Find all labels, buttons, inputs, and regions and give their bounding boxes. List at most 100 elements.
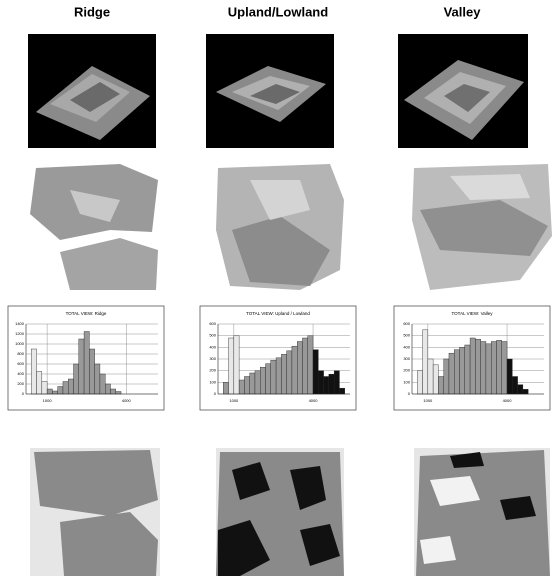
y-tick-label: 200 [209, 368, 216, 373]
x-tick-label: 4000 [122, 398, 132, 403]
y-tick-label: 200 [17, 381, 24, 386]
bar [100, 374, 105, 394]
classified-map [216, 448, 344, 576]
y-tick-label: 400 [403, 344, 410, 349]
y-tick-label: 1000 [15, 341, 25, 346]
y-tick-label: 600 [17, 361, 24, 366]
bar [454, 350, 459, 394]
bar [31, 349, 36, 394]
terrain-3d [206, 34, 334, 148]
y-tick-label: 1200 [15, 331, 25, 336]
bar [47, 389, 52, 394]
y-tick-label: 300 [403, 356, 410, 361]
x-tick-label: 1000 [423, 398, 433, 403]
bar [84, 332, 89, 395]
bar [475, 339, 480, 394]
y-tick-label: 600 [209, 321, 216, 326]
bar [438, 377, 443, 395]
x-tick-label: 4000 [503, 398, 513, 403]
column-heading: Valley [444, 4, 482, 19]
bar [512, 377, 517, 395]
bar [297, 342, 302, 395]
bar [308, 336, 313, 394]
histogram: TOTAL VIEW: Upland / Lowland010020030040… [200, 306, 356, 410]
bar [491, 342, 496, 395]
bar [105, 384, 110, 394]
y-tick-label: 500 [403, 333, 410, 338]
terrain-3d [398, 34, 528, 148]
bar [502, 342, 507, 395]
bar [266, 364, 271, 394]
x-tick-label: 1000 [43, 398, 53, 403]
terrain-3d [28, 34, 156, 148]
bar [95, 364, 100, 394]
bar [460, 347, 465, 394]
bar [444, 359, 449, 394]
y-tick-label: 400 [17, 371, 24, 376]
bar [523, 389, 528, 394]
figure: Ridge Upland/Lowland Valley [0, 0, 556, 576]
bar [518, 385, 523, 394]
y-tick-label: 200 [403, 368, 410, 373]
histogram: TOTAL VIEW: Ridge02004006008001000120014… [8, 306, 164, 410]
y-tick-label: 100 [403, 379, 410, 384]
y-tick-label: 600 [403, 321, 410, 326]
y-tick-label: 500 [209, 333, 216, 338]
y-tick-label: 800 [17, 351, 24, 356]
y-tick-label: 100 [209, 379, 216, 384]
bar [52, 391, 57, 394]
chart-title: TOTAL VIEW: Upland / Lowland [246, 311, 310, 316]
bar [318, 371, 323, 394]
bar [449, 353, 454, 394]
y-tick-label: 1400 [15, 321, 25, 326]
bar [79, 339, 84, 394]
bar [486, 344, 491, 394]
bar [234, 336, 239, 394]
bar [63, 382, 68, 395]
bar [329, 374, 334, 394]
column-heading: Upland/Lowland [228, 4, 328, 19]
elevation-map [30, 164, 158, 290]
bar [260, 367, 265, 394]
bar [470, 338, 475, 394]
bar [276, 358, 281, 394]
bar [334, 371, 339, 394]
classified-map [414, 448, 550, 576]
bar [496, 340, 501, 394]
chart-title: TOTAL VIEW: Valley [451, 311, 493, 316]
elevation-map [216, 164, 344, 290]
y-tick-label: 400 [209, 344, 216, 349]
bar [465, 345, 470, 394]
bar [239, 380, 244, 394]
bar [110, 389, 115, 394]
x-tick-label: 4000 [309, 398, 319, 403]
bar [89, 349, 94, 394]
bar [507, 359, 512, 394]
column-heading: Ridge [74, 4, 110, 19]
bar [292, 346, 297, 394]
bar [74, 364, 79, 394]
bar [339, 388, 344, 394]
bar [423, 330, 428, 394]
bar [287, 351, 292, 394]
bar [37, 372, 42, 395]
elevation-map [412, 164, 552, 290]
x-tick-label: 1000 [229, 398, 239, 403]
bar [481, 342, 486, 395]
bar [302, 338, 307, 394]
bar [250, 373, 255, 394]
bar [42, 382, 47, 395]
bar [68, 379, 73, 394]
bar [313, 350, 318, 394]
bar [255, 371, 260, 394]
histogram: TOTAL VIEW: Valley0100200300400500600100… [394, 306, 550, 410]
classified-map [30, 448, 160, 576]
bar [428, 359, 433, 394]
bar [58, 387, 63, 395]
bar [229, 338, 234, 394]
bar [281, 354, 286, 394]
bar [116, 392, 121, 395]
bar [417, 371, 422, 394]
bar [223, 382, 228, 394]
bar [433, 365, 438, 394]
